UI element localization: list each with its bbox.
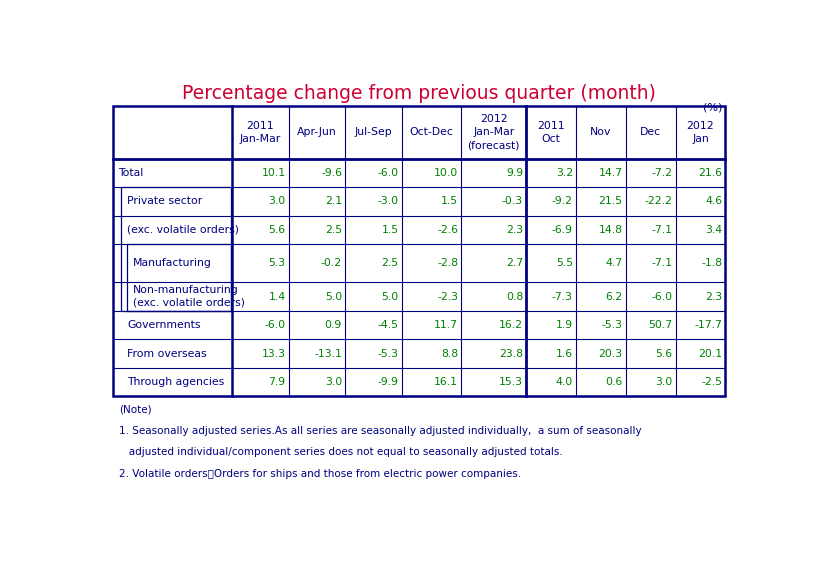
Text: -6.0: -6.0 [264, 320, 285, 330]
Text: -3.0: -3.0 [377, 196, 398, 207]
Text: 2.5: 2.5 [381, 258, 398, 268]
Text: 7.9: 7.9 [268, 377, 285, 387]
Text: Governments: Governments [127, 320, 200, 330]
Text: 50.7: 50.7 [649, 320, 672, 330]
Text: -7.3: -7.3 [552, 292, 573, 302]
Text: -2.5: -2.5 [701, 377, 722, 387]
Text: Total: Total [118, 168, 143, 178]
Text: (%): (%) [703, 103, 722, 113]
Text: -9.9: -9.9 [378, 377, 398, 387]
Bar [127, 244, 231, 311]
Text: 5.5: 5.5 [555, 258, 573, 268]
Text: 21.5: 21.5 [599, 196, 622, 207]
Text: 20.3: 20.3 [599, 349, 622, 358]
Text: -6.0: -6.0 [651, 292, 672, 302]
Text: Apr-Jun: Apr-Jun [297, 127, 337, 137]
Text: 13.3: 13.3 [262, 349, 285, 358]
Text: -22.2: -22.2 [645, 196, 672, 207]
Text: 1.4: 1.4 [268, 292, 285, 302]
Text: 4.7: 4.7 [605, 258, 622, 268]
Text: Dec: Dec [640, 127, 661, 137]
Text: Percentage change from previous quarter (month): Percentage change from previous quarter … [182, 84, 656, 104]
Text: 4.0: 4.0 [555, 377, 573, 387]
Text: Through agencies: Through agencies [127, 377, 224, 387]
Text: adjusted individual/component series does not equal to seasonally adjusted total: adjusted individual/component series doe… [119, 447, 563, 457]
Text: Oct-Dec: Oct-Dec [410, 127, 453, 137]
Text: 10.0: 10.0 [434, 168, 458, 178]
Text: 2012
Jan: 2012 Jan [686, 121, 714, 144]
Text: 3.2: 3.2 [555, 168, 573, 178]
Text: 1.6: 1.6 [555, 349, 573, 358]
Text: 1.5: 1.5 [381, 225, 398, 235]
Text: -0.2: -0.2 [321, 258, 342, 268]
Text: 14.8: 14.8 [599, 225, 622, 235]
Text: 5.0: 5.0 [381, 292, 398, 302]
Text: -7.1: -7.1 [651, 258, 672, 268]
Text: 1.9: 1.9 [555, 320, 573, 330]
Text: 1.5: 1.5 [441, 196, 458, 207]
Text: 1. Seasonally adjusted series.As all series are seasonally adjusted individually: 1. Seasonally adjusted series.As all ser… [119, 426, 642, 435]
Text: 16.2: 16.2 [499, 320, 523, 330]
Text: 3.4: 3.4 [705, 225, 722, 235]
Text: 14.7: 14.7 [599, 168, 622, 178]
Text: 3.0: 3.0 [655, 377, 672, 387]
Text: 2. Volatile orders：Orders for ships and those from electric power companies.: 2. Volatile orders：Orders for ships and … [119, 469, 521, 479]
Text: 5.3: 5.3 [268, 258, 285, 268]
Text: 9.9: 9.9 [506, 168, 523, 178]
Text: -9.6: -9.6 [321, 168, 342, 178]
Text: From overseas: From overseas [127, 349, 207, 358]
Text: -2.6: -2.6 [437, 225, 458, 235]
Text: 0.6: 0.6 [605, 377, 622, 387]
Bar [113, 106, 726, 396]
Text: -0.3: -0.3 [502, 196, 523, 207]
Text: -7.1: -7.1 [651, 225, 672, 235]
Text: 2011
Jan-Mar: 2011 Jan-Mar [240, 121, 281, 144]
Text: -2.3: -2.3 [437, 292, 458, 302]
Text: -4.5: -4.5 [378, 320, 398, 330]
Text: Private sector: Private sector [127, 196, 202, 207]
Text: 3.0: 3.0 [268, 196, 285, 207]
Text: 4.6: 4.6 [705, 196, 722, 207]
Text: Non-manufacturing
(exc. volatile orders): Non-manufacturing (exc. volatile orders) [133, 286, 245, 308]
Text: 3.0: 3.0 [325, 377, 342, 387]
Text: -9.2: -9.2 [552, 196, 573, 207]
Text: 2.3: 2.3 [705, 292, 722, 302]
Text: -6.9: -6.9 [552, 225, 573, 235]
Text: 16.1: 16.1 [434, 377, 458, 387]
Text: -17.7: -17.7 [694, 320, 722, 330]
Text: 2011
Oct: 2011 Oct [537, 121, 565, 144]
Text: -5.3: -5.3 [602, 320, 622, 330]
Text: 5.0: 5.0 [325, 292, 342, 302]
Text: -13.1: -13.1 [314, 349, 342, 358]
Text: -6.0: -6.0 [377, 168, 398, 178]
Text: 20.1: 20.1 [698, 349, 722, 358]
Bar [121, 187, 231, 311]
Text: 15.3: 15.3 [499, 377, 523, 387]
Text: 0.9: 0.9 [325, 320, 342, 330]
Text: 2.7: 2.7 [506, 258, 523, 268]
Text: Nov: Nov [590, 127, 612, 137]
Text: 5.6: 5.6 [655, 349, 672, 358]
Text: 5.6: 5.6 [268, 225, 285, 235]
Text: -5.3: -5.3 [378, 349, 398, 358]
Text: 2012
Jan-Mar
(forecast): 2012 Jan-Mar (forecast) [467, 114, 520, 151]
Text: 10.1: 10.1 [261, 168, 285, 178]
Text: 23.8: 23.8 [499, 349, 523, 358]
Text: 11.7: 11.7 [434, 320, 458, 330]
Text: (Note): (Note) [119, 404, 152, 414]
Text: 2.1: 2.1 [325, 196, 342, 207]
Text: 2.3: 2.3 [506, 225, 523, 235]
Text: 2.5: 2.5 [325, 225, 342, 235]
Text: -7.2: -7.2 [651, 168, 672, 178]
Text: Manufacturing: Manufacturing [133, 258, 212, 268]
Text: 21.6: 21.6 [699, 168, 722, 178]
Text: 6.2: 6.2 [605, 292, 622, 302]
Text: 0.8: 0.8 [506, 292, 523, 302]
Text: -2.8: -2.8 [437, 258, 458, 268]
Text: (exc. volatile orders): (exc. volatile orders) [127, 225, 239, 235]
Text: -1.8: -1.8 [701, 258, 722, 268]
Text: 8.8: 8.8 [441, 349, 458, 358]
Text: Jul-Sep: Jul-Sep [354, 127, 393, 137]
